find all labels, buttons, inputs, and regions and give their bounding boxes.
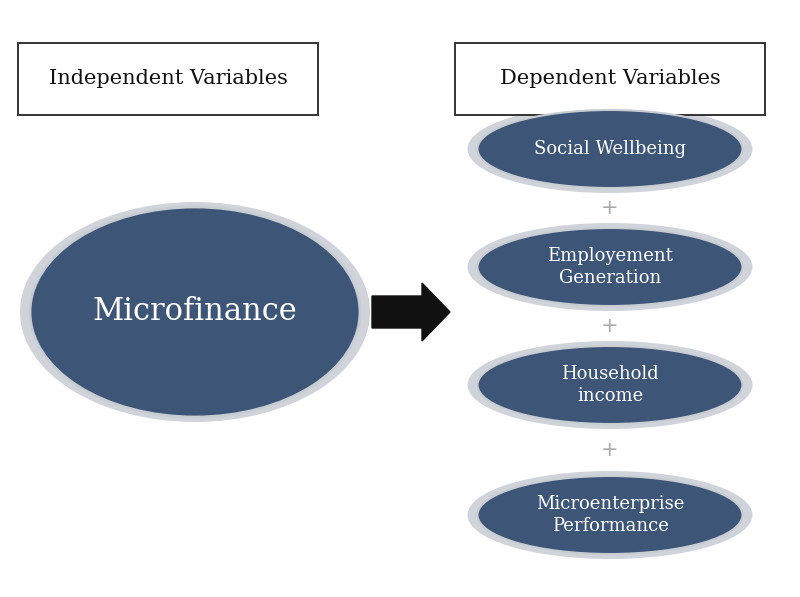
Text: Independent Variables: Independent Variables <box>49 69 287 88</box>
FancyBboxPatch shape <box>18 43 318 115</box>
Text: +: + <box>601 440 619 460</box>
Text: Household
income: Household income <box>561 365 659 405</box>
Ellipse shape <box>478 110 742 188</box>
Ellipse shape <box>467 105 753 193</box>
Text: +: + <box>601 316 619 336</box>
Ellipse shape <box>20 202 370 422</box>
Text: +: + <box>601 198 619 218</box>
Ellipse shape <box>467 341 753 429</box>
Ellipse shape <box>30 207 360 417</box>
Ellipse shape <box>478 346 742 424</box>
Ellipse shape <box>478 476 742 554</box>
Text: Employement
Generation: Employement Generation <box>547 247 673 287</box>
Text: Social Wellbeing: Social Wellbeing <box>534 140 686 158</box>
Text: Dependent Variables: Dependent Variables <box>500 69 720 88</box>
Text: Microfinance: Microfinance <box>93 297 298 328</box>
Text: Microenterprise
Performance: Microenterprise Performance <box>536 495 684 535</box>
FancyArrow shape <box>372 283 450 341</box>
FancyBboxPatch shape <box>455 43 765 115</box>
Ellipse shape <box>467 471 753 559</box>
Ellipse shape <box>467 223 753 311</box>
Ellipse shape <box>478 228 742 306</box>
